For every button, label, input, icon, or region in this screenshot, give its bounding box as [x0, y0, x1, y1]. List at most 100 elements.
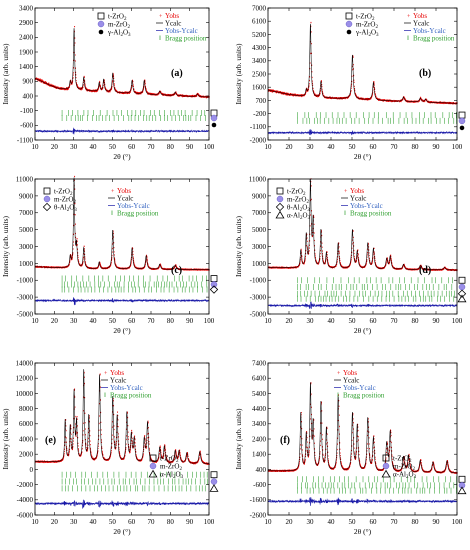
legend-yobs-symbol: +: [344, 189, 348, 195]
bragg-phase-circle-icon: [210, 478, 218, 485]
x-tick-label: 20: [51, 317, 59, 325]
bragg-phase-circle-icon: [458, 117, 466, 125]
bragg-phase-square-icon: [210, 471, 218, 479]
y-tick-label: -3000: [250, 294, 267, 302]
chart-panel-d: 10 20 30 40 50 60 70 80 90 100 -5000 -3000 -1000 1000…: [234, 175, 467, 335]
y-tick-label: 11000: [16, 175, 34, 183]
bragg-row-4: [297, 295, 455, 302]
x-tick-label: 90: [186, 143, 194, 151]
x-tick-label: 80: [412, 518, 420, 526]
x-axis-label: 2θ (°): [113, 527, 131, 536]
y-tick-label: 1000: [252, 260, 267, 268]
ycalc-series: [35, 177, 209, 270]
y-axis-label: Intensity (arb. units): [234, 215, 243, 277]
panel-label: (d): [419, 265, 431, 276]
x-tick-label: 70: [148, 143, 156, 151]
difference-series: [34, 499, 210, 509]
y-tick-label: 1600: [252, 84, 267, 92]
legend-entry: Ycalc: [343, 377, 359, 385]
y-tick-label: 7000: [252, 4, 267, 12]
y-tick-label: 5200: [252, 31, 267, 39]
y-tick-label: 400: [23, 92, 34, 100]
x-tick-label: 90: [433, 518, 441, 526]
bragg-phase-triangle-icon: [457, 294, 467, 303]
x-tick-label: 50: [109, 317, 117, 325]
x-tick-label: 10: [265, 143, 273, 151]
legend-triangle-icon: [148, 469, 158, 478]
x-tick-label: 90: [186, 317, 194, 325]
legend-triangle-icon: [381, 469, 391, 478]
x-tick-label: 20: [286, 518, 294, 526]
legend-entry: Yobs: [413, 12, 427, 20]
panel-label: (b): [419, 68, 431, 79]
bragg-phase-square-icon: [458, 475, 466, 483]
panel-label: (e): [45, 435, 56, 446]
y-tick-label: 11000: [249, 175, 267, 183]
legend-square-icon: [149, 454, 157, 462]
y-tick-label: 14000: [16, 359, 34, 367]
legend-entry: Yobs-Ycalc: [117, 202, 150, 210]
ycalc-series: [268, 382, 458, 474]
x-tick-label: 10: [32, 317, 40, 325]
y-tick-label: -1000: [250, 277, 267, 285]
x-tick-label: 40: [328, 143, 336, 151]
legend-square-icon: [43, 187, 51, 195]
legend-entry: Yobs-Ycalc: [110, 384, 143, 392]
y-tick-label: 2900: [19, 19, 34, 27]
x-tick-label: 80: [167, 518, 175, 526]
y-tick-label: -1100: [17, 136, 34, 144]
x-tick-label: 30: [70, 143, 78, 151]
legend-dot-icon: [346, 29, 352, 35]
legend-phase-label: γ-Al2O3: [355, 29, 379, 39]
legend-phase-label: m-ZrO2: [356, 21, 378, 31]
legend-entry: Yobs-Ycalc: [165, 27, 198, 35]
bragg-row-2: [61, 478, 208, 485]
y-axis-label: Intensity (arb. units): [1, 408, 10, 470]
y-tick-label: -1600: [250, 496, 267, 504]
x-tick-label: 10: [265, 518, 273, 526]
x-tick-label: 30: [70, 518, 78, 526]
y-tick-label: -2000: [17, 481, 34, 489]
x-tick-label: 100: [204, 317, 215, 325]
x-tick-label: 30: [70, 317, 78, 325]
difference-series: [267, 301, 458, 309]
difference-series: [267, 497, 458, 506]
x-tick-label: 60: [128, 143, 136, 151]
plot-frame: [34, 7, 210, 141]
y-tick-label: -600: [253, 481, 266, 489]
x-tick-label: 40: [90, 143, 98, 151]
legend-phase-label: α-Al2O3: [393, 471, 417, 481]
legend-entry: Ycalc: [117, 195, 133, 203]
legend-circle-icon: [149, 462, 157, 470]
legend-square-icon: [97, 12, 105, 20]
x-tick-label: 100: [452, 143, 463, 151]
y-tick-label: 6100: [252, 18, 267, 26]
x-tick-label: 40: [328, 518, 336, 526]
x-axis-label: 2θ (°): [113, 326, 131, 335]
legend-phase-label: t-ZrO2: [287, 188, 306, 198]
legend-phase-label: γ-Al2O3: [107, 29, 131, 39]
y-tick-label: 700: [256, 97, 267, 105]
y-tick-label: 4000: [19, 435, 34, 443]
legend-entry: Yobs: [343, 369, 357, 377]
bragg-row-2: [61, 281, 208, 288]
legend-diamond-icon: [42, 202, 52, 212]
chart-panel-e: 10 20 30 40 50 60 70 80 90 100 -6000 -4000 -2000 0 200…: [1, 359, 219, 536]
ycalc-series: [34, 28, 210, 98]
legend-entry: Ycalc: [110, 377, 126, 385]
y-axis-label: Intensity (arb. units): [1, 43, 10, 105]
legend-circle-icon: [97, 20, 105, 28]
legend-phase-label: m-ZrO2: [287, 196, 309, 206]
x-axis-label: 2θ (°): [113, 152, 131, 161]
difference-series: [34, 297, 210, 306]
x-tick-label: 20: [51, 143, 59, 151]
bragg-phase-diamond-icon: [209, 285, 219, 294]
legend-yobs-symbol: +: [159, 14, 163, 20]
legend-entry: Bragg position: [413, 35, 455, 43]
y-tick-label: -200: [253, 110, 266, 118]
difference-series: [267, 129, 458, 136]
ycalc-series: [35, 369, 209, 465]
y-tick-label: 0: [30, 466, 34, 474]
y-tick-label: -2000: [250, 136, 267, 144]
panel-label: (a): [171, 68, 183, 79]
